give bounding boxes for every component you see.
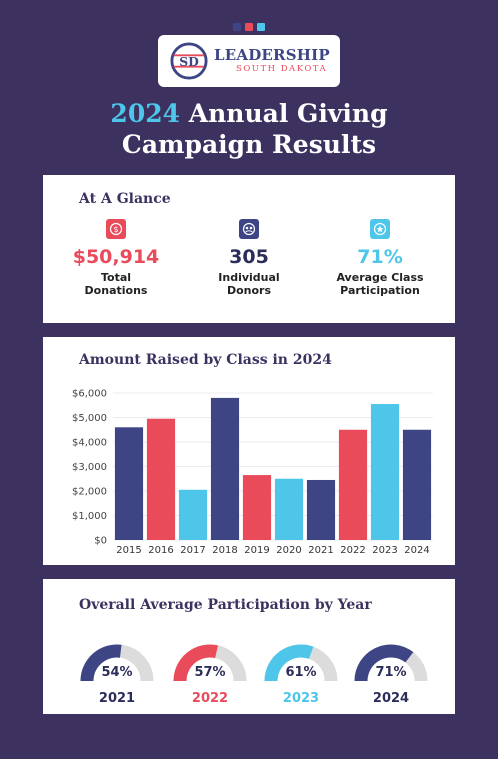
gauge-fill xyxy=(173,644,218,682)
bar-chart-card: Amount Raised by Class in 2024 $0 $1,000 $… xyxy=(43,337,455,565)
gauge-fill xyxy=(264,644,314,682)
bar-chart: $0 $1,000 $2,000 $3,000 $4,000 $5,000 $6,000 20… xyxy=(72,389,433,556)
stat-label: Individual Donors xyxy=(184,271,314,297)
x-tick-label: 2021 xyxy=(308,545,333,556)
stat-value: 71% xyxy=(357,246,403,268)
gauge-percent: 61% xyxy=(285,665,317,680)
bar xyxy=(402,429,432,540)
gauge-percent: 71% xyxy=(375,665,407,680)
x-tick-label: 2020 xyxy=(276,545,301,556)
gauge-2024: 71% 2024 xyxy=(353,643,429,706)
gauge-arc xyxy=(354,644,428,682)
y-tick-label: $6,000 xyxy=(72,389,107,400)
title-line2: Campaign Results xyxy=(121,130,377,159)
bar xyxy=(114,427,144,540)
x-tick-label: 2023 xyxy=(372,545,397,556)
logo-monogram: SD xyxy=(179,54,199,69)
bar xyxy=(178,489,208,540)
bar-chart-title: Amount Raised by Class in 2024 xyxy=(79,352,332,368)
y-tick-label: $4,000 xyxy=(72,438,107,449)
title-year: 2024 xyxy=(110,99,181,128)
y-tick-label: $3,000 xyxy=(72,462,107,473)
stat-individual-donors: 305 Individual Donors xyxy=(184,219,314,297)
stat-label-line2: Donors xyxy=(226,284,272,297)
logo-seal-icon: SD xyxy=(170,42,208,80)
x-tick-label: 2019 xyxy=(244,545,269,556)
participation-title: Overall Average Participation by Year xyxy=(79,597,372,613)
gauge-percent: 54% xyxy=(101,665,133,680)
x-tick-label: 2015 xyxy=(116,545,141,556)
bar xyxy=(146,418,176,540)
bar xyxy=(274,478,304,540)
stat-value: 305 xyxy=(229,246,269,268)
y-tick-label: $2,000 xyxy=(72,487,107,498)
participation-card: Overall Average Participation by Year 54… xyxy=(43,579,455,714)
gauge-fill xyxy=(354,644,414,682)
glance-title: At A Glance xyxy=(79,191,171,207)
x-tick-label: 2016 xyxy=(148,545,173,556)
gauge-arc xyxy=(264,644,338,682)
x-tick-label: 2024 xyxy=(404,545,429,556)
gauge-year: 2023 xyxy=(282,691,320,706)
stat-average-participation: 71% Average Class Participation xyxy=(315,219,445,297)
gauge-fill xyxy=(80,644,122,682)
bar xyxy=(242,475,272,540)
svg-text:$: $ xyxy=(113,225,118,234)
gauge-arc xyxy=(80,644,154,682)
dot-red xyxy=(245,23,253,31)
bar xyxy=(338,429,368,540)
x-tick-label: 2017 xyxy=(180,545,205,556)
bar xyxy=(370,404,400,540)
stat-label-line2: Donations xyxy=(84,284,148,297)
stat-label-line2: Participation xyxy=(340,284,420,297)
title-line1: Annual Giving xyxy=(180,99,388,128)
y-tick-label: $0 xyxy=(94,536,107,547)
y-tick-label: $1,000 xyxy=(72,511,107,522)
gauge-2022: 57% 2022 xyxy=(172,643,248,706)
bar xyxy=(210,397,240,540)
gauge-arc xyxy=(173,644,247,682)
page-title: 2024 Annual Giving Campaign Results xyxy=(0,98,498,160)
gauge-year: 2021 xyxy=(98,691,136,706)
stat-label-line1: Individual xyxy=(218,271,280,284)
gauge-2023: 61% 2023 xyxy=(263,643,339,706)
y-tick-label: $5,000 xyxy=(72,413,107,424)
gauge-percent: 57% xyxy=(194,665,226,680)
x-tick-label: 2018 xyxy=(212,545,237,556)
dollar-icon: $ xyxy=(106,219,126,239)
bar xyxy=(306,479,336,540)
gauge-year: 2022 xyxy=(191,691,229,706)
logo-sub-text: SOUTH DAKOTA xyxy=(236,64,328,75)
logo-main-text: LEADERSHIP xyxy=(214,46,330,65)
stat-total-donations: $ $50,914 Total Donations xyxy=(51,219,181,297)
participation-icon xyxy=(370,219,390,239)
stat-label: Total Donations xyxy=(51,271,181,297)
stat-value: $50,914 xyxy=(72,246,160,268)
donors-icon xyxy=(239,219,259,239)
dot-cyan xyxy=(257,23,265,31)
header-dots xyxy=(0,16,498,35)
logo: SD LEADERSHIP SOUTH DAKOTA xyxy=(158,35,340,87)
stat-label: Average Class Participation xyxy=(315,271,445,297)
dot-navy xyxy=(233,23,241,31)
stat-label-line1: Average Class xyxy=(336,271,424,284)
gauge-2021: 54% 2021 xyxy=(79,643,155,706)
stat-label-line1: Total xyxy=(100,271,132,284)
glance-card: At A Glance $ $50,914 Total Donations 305… xyxy=(43,175,455,323)
gauge-year: 2024 xyxy=(372,691,410,706)
x-tick-label: 2022 xyxy=(340,545,365,556)
